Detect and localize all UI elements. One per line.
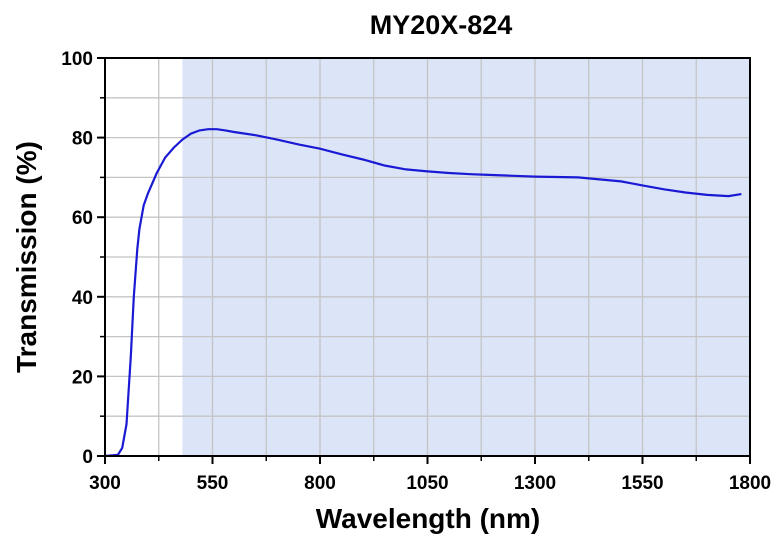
x-tick-labels: 300 550 800 1050 1300 1550 1800 (89, 456, 771, 494)
x-tick-label: 550 (197, 473, 229, 494)
y-tick-label: 100 (61, 49, 93, 70)
x-axis-label: Wavelength (nm) (316, 503, 541, 534)
x-tick-label: 1800 (729, 473, 771, 494)
x-tick-label: 1550 (621, 473, 663, 494)
y-tick-label: 40 (72, 288, 93, 309)
x-tick-label: 300 (89, 473, 121, 494)
x-tick-label: 1050 (406, 473, 448, 494)
gridlines (105, 58, 750, 456)
y-tick-label: 0 (82, 447, 93, 468)
chart-title: MY20X-824 (370, 10, 513, 40)
y-tick-label: 20 (72, 367, 93, 388)
series-line (104, 128, 742, 458)
x-tick-label: 1300 (514, 473, 556, 494)
y-tick-label: 60 (72, 208, 93, 229)
y-axis-label: Transmission (%) (11, 141, 42, 373)
x-tick-label: 800 (304, 473, 336, 494)
y-tick-label: 80 (72, 129, 93, 150)
y-tick-labels: 0 20 40 60 80 100 (61, 49, 105, 468)
